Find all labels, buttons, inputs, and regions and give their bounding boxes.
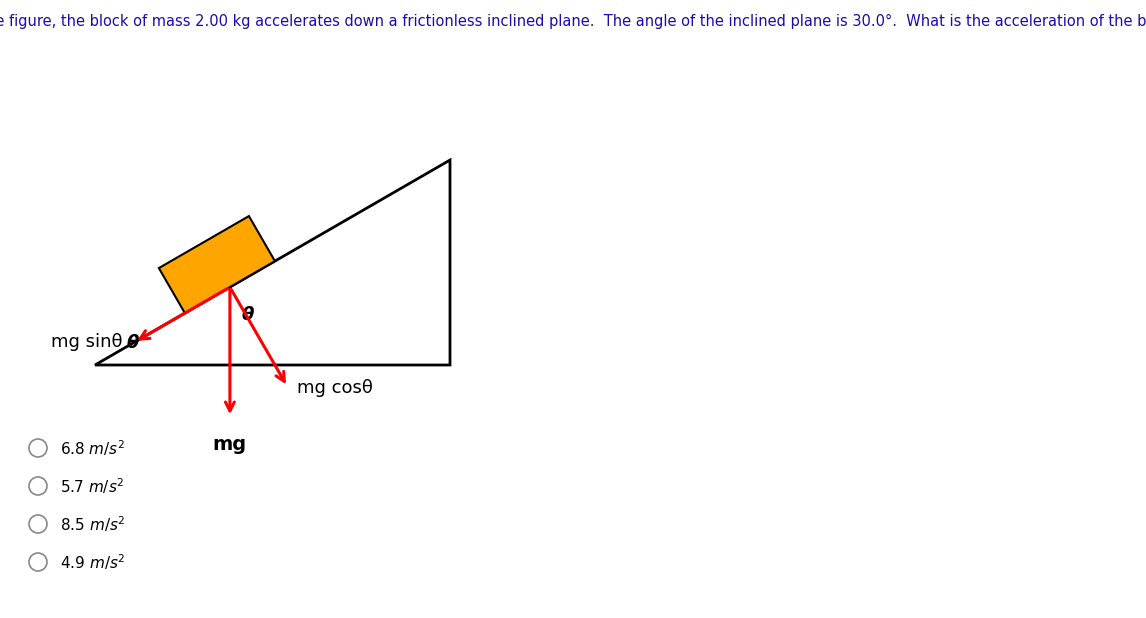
Text: $\it{5.7\ m/s}^2$: $\it{5.7\ m/s}^2$ xyxy=(60,476,125,496)
Text: mg: mg xyxy=(213,435,246,454)
Text: mg sinθ: mg sinθ xyxy=(52,333,123,351)
Text: θ: θ xyxy=(127,334,139,352)
Text: $\it{6.8\ m/s}^2$: $\it{6.8\ m/s}^2$ xyxy=(60,438,125,458)
Text: mg cosθ: mg cosθ xyxy=(298,379,374,397)
Text: In the figure, the block of mass 2.00 kg accelerates down a frictionless incline: In the figure, the block of mass 2.00 kg… xyxy=(0,14,1146,29)
Polygon shape xyxy=(159,216,275,313)
Text: $\it{8.5\ m/s}^2$: $\it{8.5\ m/s}^2$ xyxy=(60,514,126,534)
Text: $\it{4.9\ m/s}^2$: $\it{4.9\ m/s}^2$ xyxy=(60,552,126,572)
Text: θ: θ xyxy=(242,306,254,324)
